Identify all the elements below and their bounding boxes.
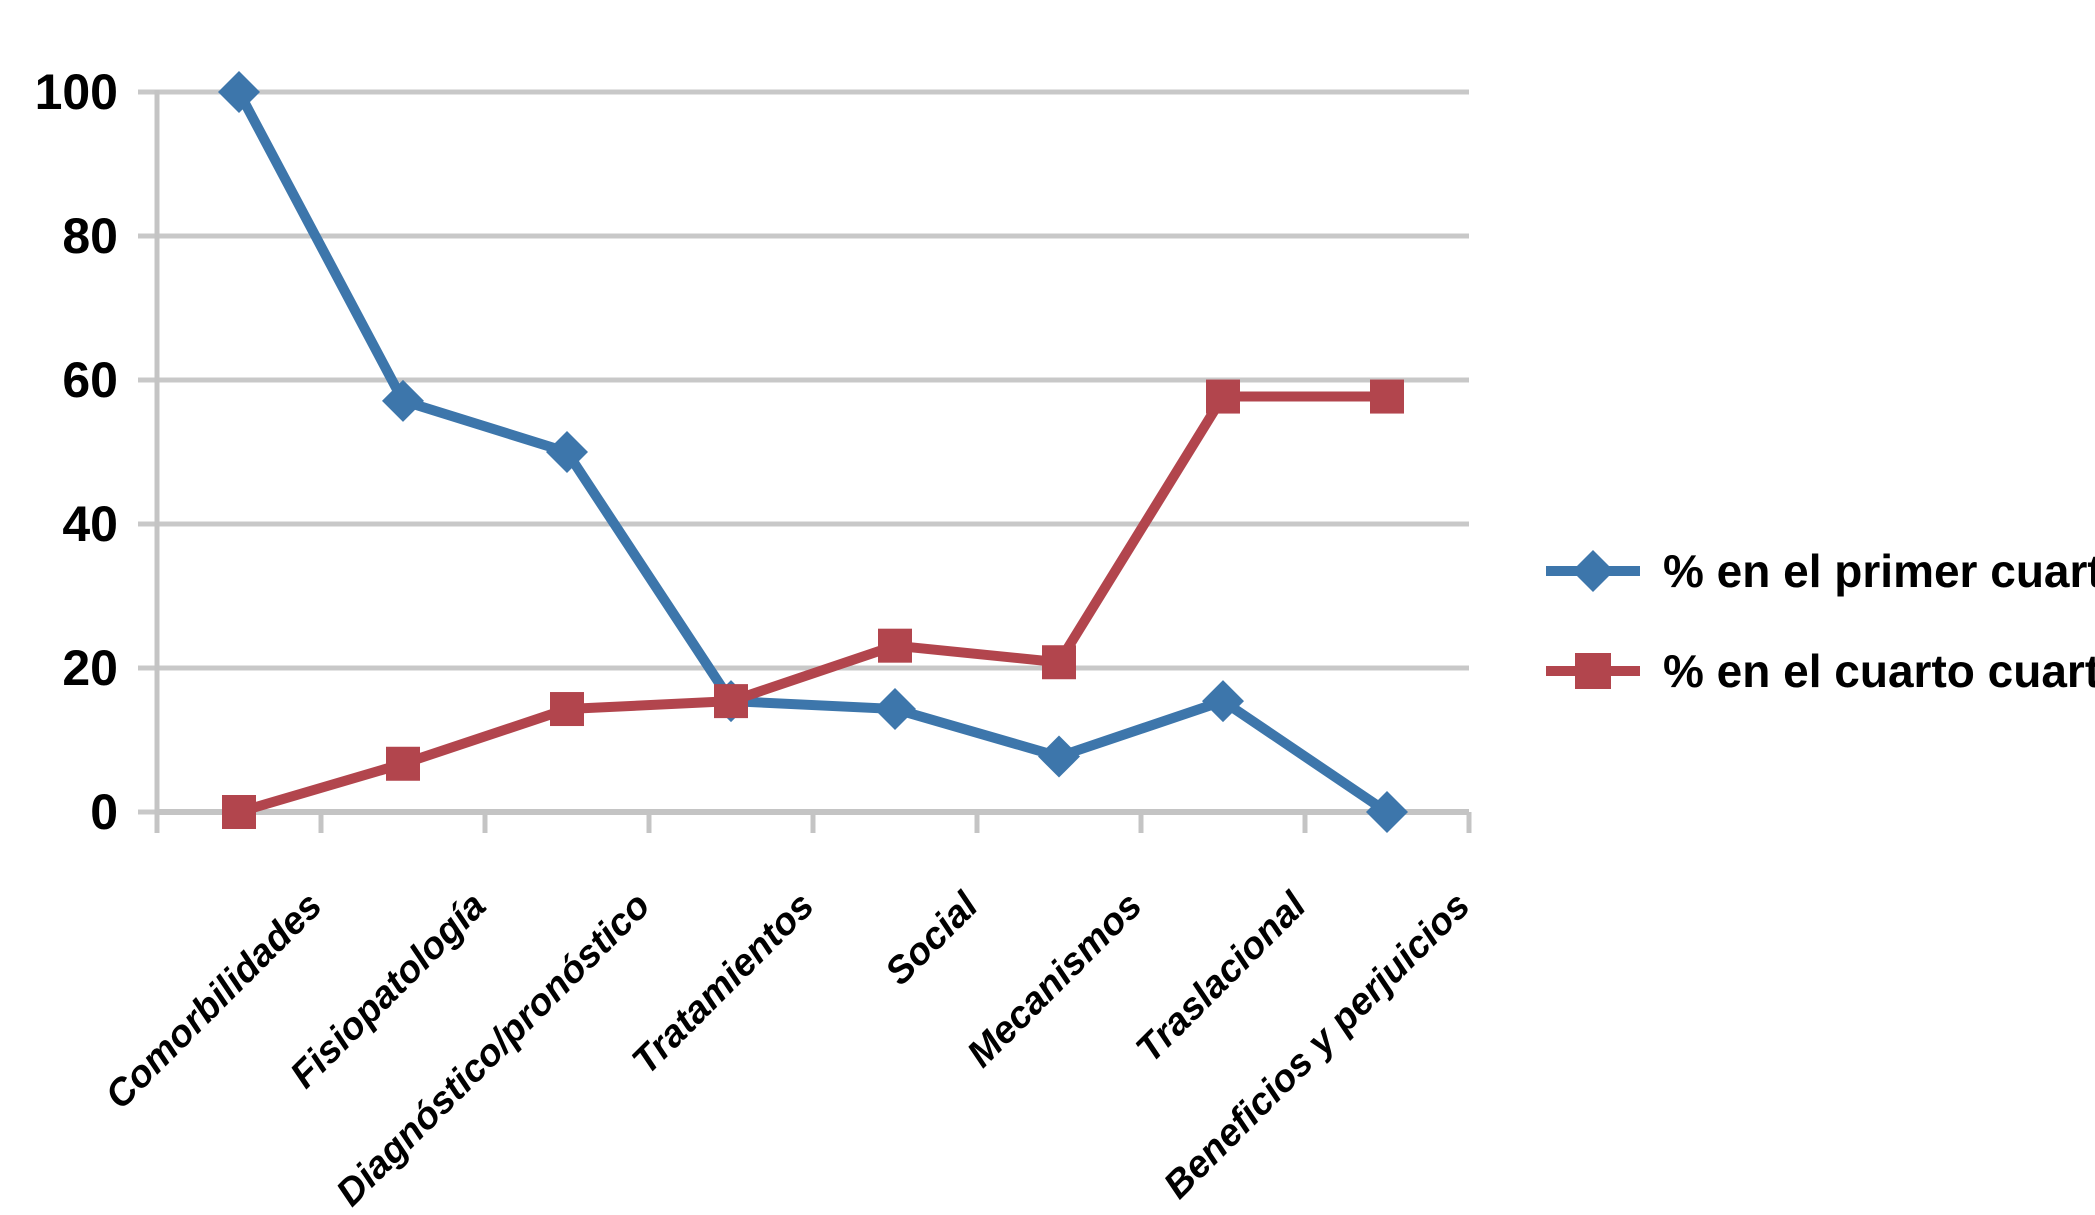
x-category-label-social: Social <box>878 884 988 994</box>
axes <box>154 90 1472 833</box>
y-tick-label-60: 60 <box>62 352 118 408</box>
legend-diamond-icon <box>1572 550 1614 592</box>
legend-entry-en-el-cuarto-cuartil: % en el cuarto cuartil <box>1546 645 2095 697</box>
y-tick-label-0: 0 <box>90 784 118 840</box>
data-series <box>218 71 1408 833</box>
marker-square-tratamientos <box>714 684 748 719</box>
x-category-label-comorbilidades: Comorbilidades <box>98 885 331 1118</box>
series-en-el-cuarto-cuartil <box>222 379 1404 829</box>
legend: % en el primer cuartil % en el cuarto cua… <box>1546 545 2095 697</box>
x-axis-labels: ComorbilidadesFisiopatologíaDiagnóstico/… <box>98 884 1479 1215</box>
marker-diamond-diagnostico-pronostico <box>546 431 588 473</box>
legend-label-en-el-cuarto-cuartil: % en el cuarto cuartil <box>1663 645 2095 697</box>
y-tick-label-20: 20 <box>62 640 118 696</box>
x-category-label-traslacional: Traslacional <box>1128 884 1315 1071</box>
marker-square-mecanismos <box>1042 645 1076 680</box>
y-axis-labels: 0 20 40 60 80 100 <box>35 64 118 840</box>
x-category-label-diagnostico-pronostico: Diagnóstico/pronóstico <box>329 885 659 1215</box>
marker-diamond-traslacional <box>1202 680 1244 723</box>
series-line-en-el-primer-cuartil <box>234 87 1392 817</box>
legend-square-icon <box>1575 653 1611 689</box>
legend-entry-en-el-primer-cuartil: % en el primer cuartil <box>1546 545 2095 597</box>
x-category-label-mecanismos: Mecanismos <box>959 885 1150 1076</box>
marker-square-diagnostico-pronostico <box>550 692 584 727</box>
series-line-en-el-cuarto-cuartil <box>234 391 1392 817</box>
marker-square-comorbilidades <box>222 795 256 829</box>
marker-square-beneficios-y-perjuicios <box>1370 379 1404 414</box>
marker-diamond-comorbilidades <box>218 71 260 113</box>
marker-diamond-social <box>874 688 916 731</box>
marker-diamond-beneficios-y-perjuicios <box>1366 791 1408 833</box>
y-tick-label-100: 100 <box>35 64 118 120</box>
x-category-label-beneficios-y-perjuicios: Beneficios y perjuicios <box>1156 885 1478 1207</box>
y-tick-label-80: 80 <box>62 208 118 264</box>
marker-square-fisiopatologia <box>386 746 420 781</box>
y-tick-label-40: 40 <box>62 496 118 552</box>
series-en-el-primer-cuartil <box>218 71 1408 833</box>
marker-square-traslacional <box>1206 379 1240 414</box>
marker-diamond-mecanismos <box>1038 735 1080 778</box>
marker-square-social <box>878 628 912 663</box>
marker-diamond-fisiopatologia <box>382 379 424 422</box>
legend-label-en-el-primer-cuartil: % en el primer cuartil <box>1663 545 2095 597</box>
